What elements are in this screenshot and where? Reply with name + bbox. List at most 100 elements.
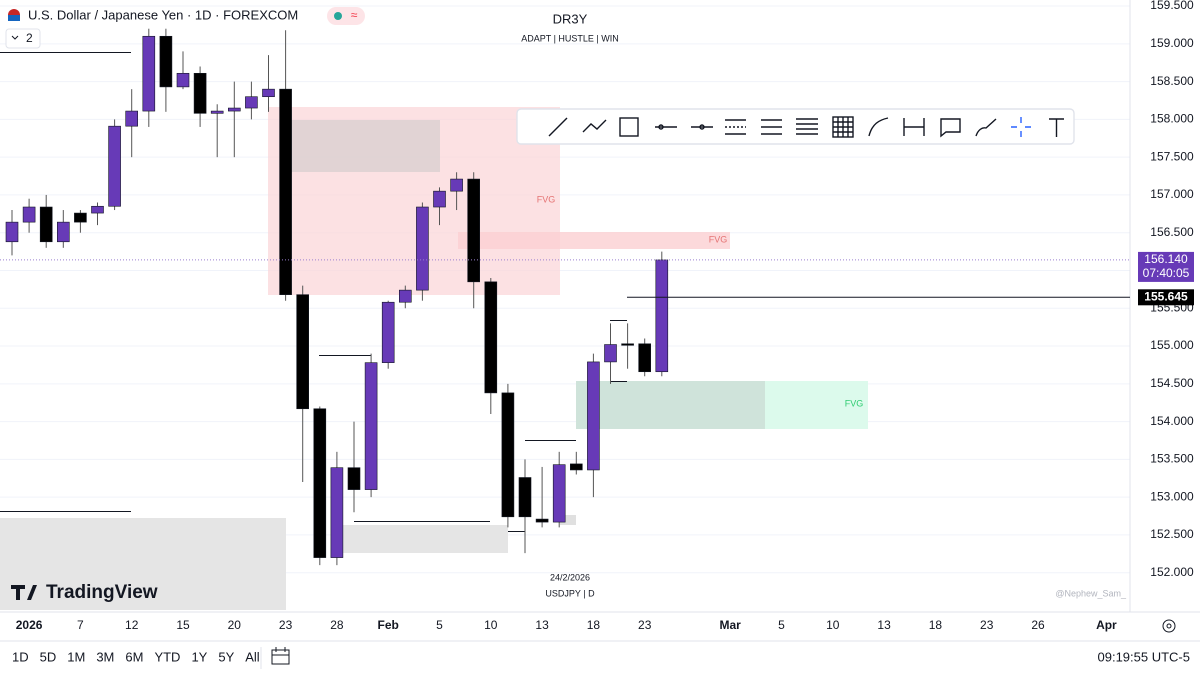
candle-body — [22, 206, 36, 223]
tool-line[interactable] — [548, 117, 568, 137]
range-button[interactable]: 1D — [12, 649, 29, 664]
x-tick-label: 5 — [778, 618, 785, 632]
tool-hray[interactable] — [691, 124, 713, 130]
tool-cross[interactable] — [1011, 117, 1031, 137]
range-button[interactable]: 5D — [40, 649, 57, 664]
tool-callout[interactable] — [940, 118, 961, 138]
candle-body — [398, 289, 412, 303]
clock: 09:19:55 UTC-5 — [1098, 649, 1191, 664]
zone — [0, 518, 286, 610]
x-tick-label: 13 — [535, 618, 549, 632]
candle-body — [450, 178, 463, 192]
range-button[interactable]: All — [245, 649, 260, 664]
candle-body — [5, 221, 19, 243]
y-tick-label: 152.000 — [1150, 565, 1194, 579]
candle-body — [91, 205, 104, 214]
y-tick-label: 159.500 — [1150, 0, 1194, 12]
range-button[interactable]: 1M — [67, 649, 85, 664]
x-tick-label: 23 — [638, 618, 652, 632]
y-tick-label: 156.500 — [1150, 225, 1194, 239]
x-tick-label: 15 — [176, 618, 190, 632]
settings-icon[interactable] — [1162, 619, 1176, 633]
x-tick-label: 28 — [330, 618, 344, 632]
tool-lines[interactable] — [796, 118, 818, 135]
candle-body — [108, 125, 121, 207]
indicator-count: 2 — [26, 31, 33, 45]
candle-body — [142, 35, 156, 112]
logo-text: TradingView — [46, 582, 158, 603]
candle-body — [193, 72, 207, 114]
y-tick-label: 153.500 — [1150, 452, 1194, 466]
status-dot — [334, 12, 342, 20]
x-tick-label: 26 — [1031, 618, 1045, 632]
level-tag — [1138, 289, 1194, 306]
flag-icon — [8, 15, 20, 21]
x-tick-label: Feb — [378, 618, 399, 632]
tool-brush[interactable] — [975, 118, 997, 137]
tool-hline[interactable] — [655, 124, 677, 130]
candle-body — [159, 35, 173, 88]
y-tick-label: 155.000 — [1150, 338, 1194, 352]
x-tick-label: 10 — [826, 618, 840, 632]
range-button[interactable]: YTD — [154, 649, 180, 664]
fvg-zone — [576, 381, 765, 429]
watermark-ticker: USDJPY | D — [545, 588, 595, 598]
candle-body — [416, 206, 429, 291]
y-tick-label: 154.500 — [1150, 376, 1194, 390]
candle-body — [518, 477, 532, 518]
tool-rect[interactable] — [619, 117, 639, 137]
candle-body — [501, 392, 515, 518]
range-button[interactable]: 6M — [125, 649, 143, 664]
candle-body — [125, 110, 138, 127]
tool-measure[interactable] — [903, 118, 925, 136]
tool-grid[interactable] — [832, 116, 854, 138]
y-tick-label: 159.000 — [1150, 36, 1194, 50]
tool-path[interactable] — [582, 119, 607, 133]
tool-text[interactable] — [1049, 118, 1064, 137]
y-tick-label: 153.000 — [1150, 489, 1194, 503]
candle-body — [638, 343, 652, 373]
y-tick-label: 157.500 — [1150, 149, 1194, 163]
candle-body — [296, 294, 310, 410]
zone — [343, 525, 508, 553]
candle-body — [245, 96, 258, 109]
x-tick-label: Mar — [720, 618, 742, 632]
y-tick-label: 158.000 — [1150, 112, 1194, 126]
date-range-icon[interactable] — [271, 647, 290, 665]
candle-body — [176, 72, 190, 88]
x-tick-label: 2026 — [16, 618, 43, 632]
range-button[interactable]: 3M — [96, 649, 114, 664]
candle-body — [210, 110, 224, 114]
watermark-date: 24/2/2026 — [550, 572, 590, 582]
countdown: 07:40:05 — [1143, 266, 1190, 280]
candle-body — [433, 190, 446, 208]
candle-body — [74, 212, 87, 223]
chevron — [11, 35, 19, 40]
drawing-toolbar — [516, 108, 1075, 145]
symbol[interactable]: U.S. Dollar / Japanese Yen · 1D · FOREXC… — [28, 7, 298, 22]
candle-body — [364, 362, 378, 490]
candle-body — [279, 88, 292, 295]
badge: ≈ — [351, 8, 358, 22]
last-price-label: 156.140 — [1144, 252, 1188, 266]
x-tick-label: 12 — [125, 618, 139, 632]
candle-body — [56, 221, 70, 243]
indicator-toggle[interactable] — [5, 28, 41, 49]
candle-body — [604, 344, 617, 363]
tool-curve[interactable] — [868, 117, 889, 137]
y-tick-label: 152.500 — [1150, 527, 1194, 541]
watermark-title: DR3Y — [553, 11, 588, 26]
x-tick-label: 23 — [279, 618, 293, 632]
range-button[interactable]: 5Y — [218, 649, 234, 664]
tool-fib-ext[interactable] — [761, 119, 782, 135]
tool-fib[interactable] — [725, 119, 746, 135]
fvg-zone — [458, 232, 730, 249]
candle-body — [313, 408, 327, 558]
range-button[interactable]: 1Y — [191, 649, 207, 664]
status-badge — [327, 7, 365, 25]
x-tick-label: 23 — [980, 618, 994, 632]
candle-body — [569, 463, 583, 471]
candle-body — [39, 206, 53, 243]
x-tick-label: 18 — [587, 618, 601, 632]
